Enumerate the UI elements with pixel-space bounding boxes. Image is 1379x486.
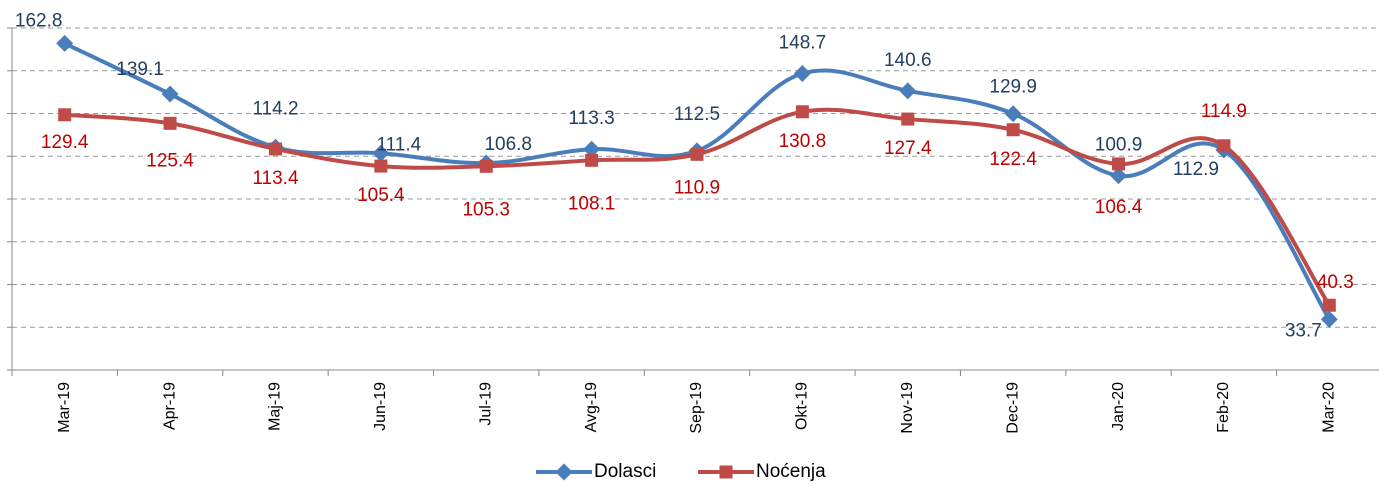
data-label: 110.9: [674, 177, 720, 198]
data-label: 122.4: [989, 149, 1037, 170]
marker: [1217, 139, 1231, 153]
x-tick-label: Nov-19: [899, 382, 916, 434]
marker: [1004, 105, 1022, 123]
x-tick-label: Maj-19: [267, 382, 284, 431]
data-label: 113.4: [252, 168, 299, 189]
marker: [372, 144, 390, 162]
data-label: 113.3: [569, 108, 615, 129]
marker: [795, 105, 809, 119]
marker: [690, 147, 704, 161]
x-tick-label: Okt-19: [794, 382, 811, 430]
data-label: 127.4: [884, 138, 932, 159]
x-tick-label: Jun-19: [372, 382, 389, 431]
marker: [899, 82, 917, 100]
data-label: 105.3: [462, 199, 510, 220]
legend-label: Noćenja: [756, 461, 826, 482]
x-tick-label: Jan-20: [1110, 382, 1127, 431]
marker: [1006, 123, 1020, 137]
marker: [479, 159, 493, 173]
marker: [1320, 310, 1338, 328]
data-label: 114.2: [252, 98, 298, 119]
data-label: 108.1: [568, 193, 616, 214]
x-tick-label: Sep-19: [688, 382, 705, 434]
data-label: 106.4: [1095, 197, 1143, 218]
marker: [163, 116, 177, 130]
x-tick-label: Dec-19: [1004, 382, 1021, 434]
marker: [585, 153, 599, 167]
data-label: 106.8: [484, 134, 532, 155]
data-label: 112.5: [674, 104, 720, 125]
data-label: 105.4: [357, 185, 405, 206]
data-label: 111.4: [376, 134, 421, 155]
data-label: 100.9: [1095, 135, 1143, 156]
data-label: 162.8: [15, 10, 63, 31]
x-tick-label: Feb-20: [1215, 382, 1232, 433]
legend-label: Dolasci: [594, 461, 656, 482]
data-label: 130.8: [779, 131, 827, 152]
data-label: 125.4: [146, 150, 194, 171]
marker: [58, 108, 72, 122]
marker: [374, 159, 388, 173]
marker: [161, 85, 179, 103]
marker: [1322, 298, 1336, 312]
data-label: 40.3: [1317, 272, 1354, 293]
data-label: 148.7: [779, 33, 827, 54]
marker: [901, 112, 915, 126]
data-label: 114.9: [1201, 101, 1247, 122]
marker: [793, 65, 811, 83]
x-tick-label: Mar-19: [56, 382, 73, 433]
x-tick-label: Avg-19: [583, 382, 600, 433]
marker: [1112, 157, 1126, 171]
data-label: 112.9: [1173, 159, 1219, 180]
marker: [56, 34, 74, 52]
x-tick-label: Mar-20: [1321, 382, 1338, 433]
data-label: 129.4: [41, 132, 89, 153]
data-label: 139.1: [116, 59, 164, 80]
x-tick-label: Jul-19: [477, 382, 494, 426]
marker: [583, 140, 601, 158]
x-tick-label: Apr-19: [161, 382, 178, 430]
data-label: 33.7: [1285, 320, 1322, 341]
legend-marker: [555, 463, 573, 481]
marker: [268, 142, 282, 156]
data-label: 129.9: [989, 77, 1037, 98]
data-label: 140.6: [884, 50, 932, 71]
legend-marker: [719, 465, 733, 479]
